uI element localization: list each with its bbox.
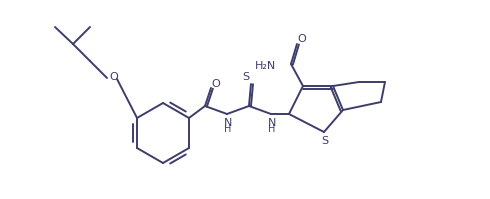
Text: H: H bbox=[224, 124, 232, 134]
Text: O: O bbox=[212, 79, 220, 89]
Text: S: S bbox=[243, 72, 249, 82]
Text: H₂N: H₂N bbox=[255, 61, 276, 71]
Text: N: N bbox=[268, 118, 276, 128]
Text: O: O bbox=[297, 34, 306, 44]
Text: O: O bbox=[110, 72, 119, 82]
Text: N: N bbox=[224, 118, 232, 128]
Text: S: S bbox=[321, 136, 328, 146]
Text: H: H bbox=[269, 124, 276, 134]
